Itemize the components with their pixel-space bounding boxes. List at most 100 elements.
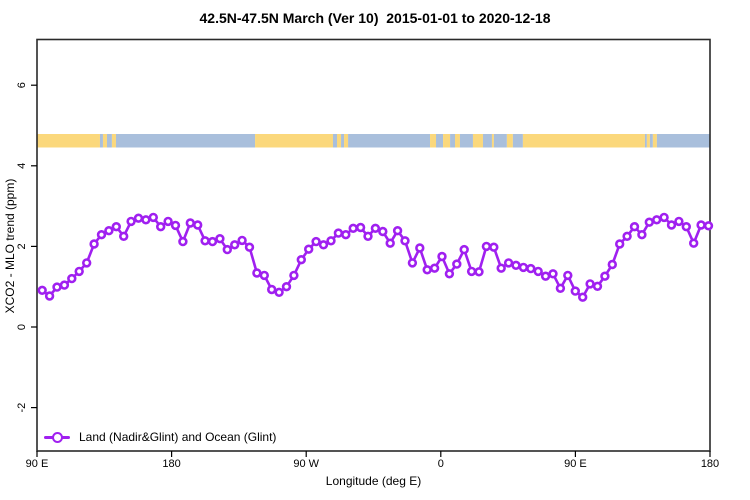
data-point [681,222,691,232]
legend: Land (Nadir&Glint) and Ocean (Glint) [44,429,276,445]
data-point [118,231,129,242]
data-point [563,270,573,281]
data-point [570,286,580,296]
land-ocean-band-segment-ocean [106,134,112,148]
data-point [67,273,77,284]
land-ocean-band-segment-ocean [459,134,473,148]
data-point [348,223,358,234]
data-point [156,222,166,232]
data-point [651,215,662,225]
land-ocean-band-segment-land [652,134,657,148]
data-point [74,266,84,277]
land-ocean-band-segment-ocean [436,134,444,148]
land-ocean-band-segment-land [506,134,513,148]
x-axis-title: Longitude (deg E) [325,474,422,488]
data-point [215,234,225,244]
data-point [511,260,521,270]
data-point [318,240,329,250]
data-point [193,220,203,230]
data-point [207,236,218,247]
data-point [355,222,366,233]
x-tick-label: 90 W [293,458,319,470]
land-ocean-band-segment-land [455,134,460,148]
data-point [503,258,514,268]
data-point [659,212,669,223]
data-point [230,240,240,250]
data-point [363,231,373,242]
data-point [674,216,684,227]
data-point [622,231,632,242]
data-point [59,280,70,290]
data-point [666,220,677,230]
data-point [600,271,610,281]
data-point [489,242,499,252]
data-point [607,259,617,270]
data-point [185,218,196,228]
land-ocean-band-segment-ocean [512,134,523,148]
land-ocean-band-segment-land [472,134,483,148]
data-point [296,255,306,265]
data-point [96,230,107,240]
data-point [170,220,181,231]
y-axis-title: XCO2 - MLO trend (ppm) [3,178,17,314]
data-point [178,236,188,247]
x-tick-label: 180 [701,458,719,470]
data-point [44,291,55,301]
data-point [52,282,62,292]
land-ocean-band-segment-land [443,134,451,148]
data-point [104,226,114,236]
data-point [415,243,425,253]
data-point [644,217,654,227]
chart-title: 42.5N-47.5N March (Ver 10) 2015-01-01 to… [199,10,551,26]
y-tick-label: -2 [16,403,28,413]
data-point [341,230,351,240]
land-ocean-band-segment-ocean [649,134,653,148]
data-point [281,282,292,292]
data-point [237,235,247,246]
land-ocean-band-segment-ocean [493,134,507,148]
land-ocean-band-segment-ocean [450,134,456,148]
data-point [370,223,381,234]
data-point [533,266,543,277]
data-point [259,270,269,281]
x-tick-label: 0 [438,458,444,470]
land-ocean-band-segment-ocean [656,134,710,148]
land-ocean-band-segment-land [522,134,645,148]
data-point [637,230,647,240]
data-point [577,292,588,302]
plot-box [36,38,711,452]
data-point [133,213,144,223]
data-point [459,244,469,255]
data-point [614,239,625,249]
legend-marker [44,429,70,445]
data-point [385,238,395,248]
land-ocean-band-segment-land [430,134,437,148]
land-ocean-band-segment-ocean [99,134,103,148]
data-point [496,263,506,273]
data-point [466,266,477,277]
data-point [289,270,299,281]
land-ocean-band-segment-land [37,134,100,148]
data-point [37,285,47,295]
data-point [392,226,403,236]
land-ocean-band-segment-land [337,134,342,148]
data-point [688,238,699,248]
data-point [481,241,492,252]
data-point [518,262,529,273]
x-tick-label: 90 E [26,458,49,470]
legend-label: Land (Nadir&Glint) and Ocean (Glint) [79,430,277,444]
data-point [452,259,462,269]
data-point [200,236,210,246]
land-ocean-band-segment-land [255,134,333,148]
data-point [126,216,136,227]
data-point [526,263,536,274]
data-point [244,242,255,252]
data-point [444,269,455,279]
data-point [696,220,706,230]
land-ocean-band-segment-land [111,134,116,148]
data-point [429,263,440,273]
y-tick-label: 0 [16,324,28,330]
data-point [703,221,714,231]
data-point [548,269,558,279]
